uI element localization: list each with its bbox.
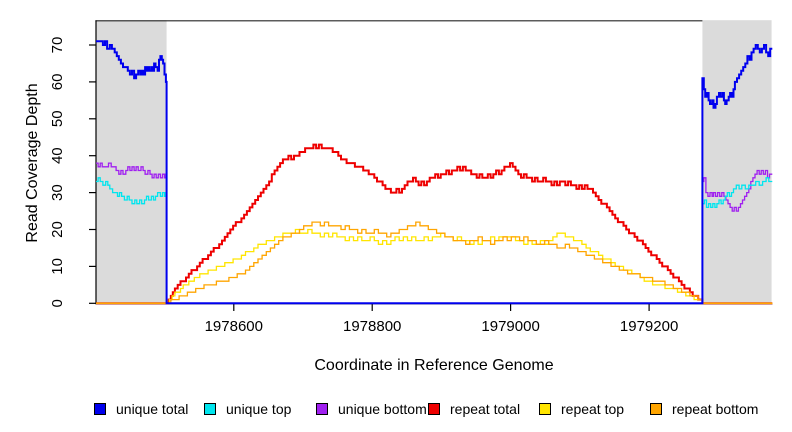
x-tick-label: 1979000 <box>481 318 539 335</box>
legend-label: repeat total <box>450 401 521 417</box>
legend: unique total unique top unique bottom repea… <box>0 399 792 421</box>
legend-item-repeat-top: repeat top <box>539 399 624 419</box>
y-tick-label: 50 <box>49 110 66 127</box>
legend-swatch-repeat-top <box>539 403 551 415</box>
series-unique-bottom <box>96 162 773 304</box>
legend-swatch-unique-top <box>204 403 216 415</box>
x-tick-label: 1978800 <box>343 318 401 335</box>
y-tick-label: 0 <box>49 299 66 307</box>
legend-item-repeat-total: repeat total <box>428 399 520 419</box>
legend-item-unique-bottom: unique bottom <box>316 399 427 419</box>
legend-label: repeat top <box>561 401 625 417</box>
x-tick-label: 1979200 <box>620 318 678 335</box>
legend-label: unique total <box>116 401 189 417</box>
legend-swatch-unique-total <box>94 403 106 415</box>
x-axis-title: Coordinate in Reference Genome <box>314 357 554 374</box>
y-tick-label: 60 <box>49 74 66 91</box>
legend-label: unique bottom <box>338 401 427 417</box>
legend-swatch-unique-bottom <box>316 403 328 415</box>
series-repeat-bottom <box>96 221 773 304</box>
series-unique-top <box>96 177 773 304</box>
x-tick-label: 1978600 <box>205 318 263 335</box>
legend-label: repeat bottom <box>672 401 759 417</box>
y-tick-label: 30 <box>49 184 66 201</box>
y-tick-label: 10 <box>49 258 66 275</box>
legend-swatch-repeat-bottom <box>650 403 662 415</box>
legend-item-unique-top: unique top <box>204 399 291 419</box>
shaded-region-right <box>702 20 772 304</box>
y-axis-title: Read Coverage Depth <box>24 83 41 243</box>
legend-swatch-repeat-total <box>428 403 440 415</box>
legend-item-repeat-bottom: repeat bottom <box>650 399 758 419</box>
legend-label: unique top <box>226 401 292 417</box>
y-tick-label: 70 <box>49 37 66 54</box>
series-unique-total <box>96 40 773 305</box>
series-repeat-total <box>96 143 773 305</box>
y-tick-label: 40 <box>49 147 66 164</box>
y-tick-label: 20 <box>49 221 66 238</box>
legend-item-unique-total: unique total <box>94 399 188 419</box>
